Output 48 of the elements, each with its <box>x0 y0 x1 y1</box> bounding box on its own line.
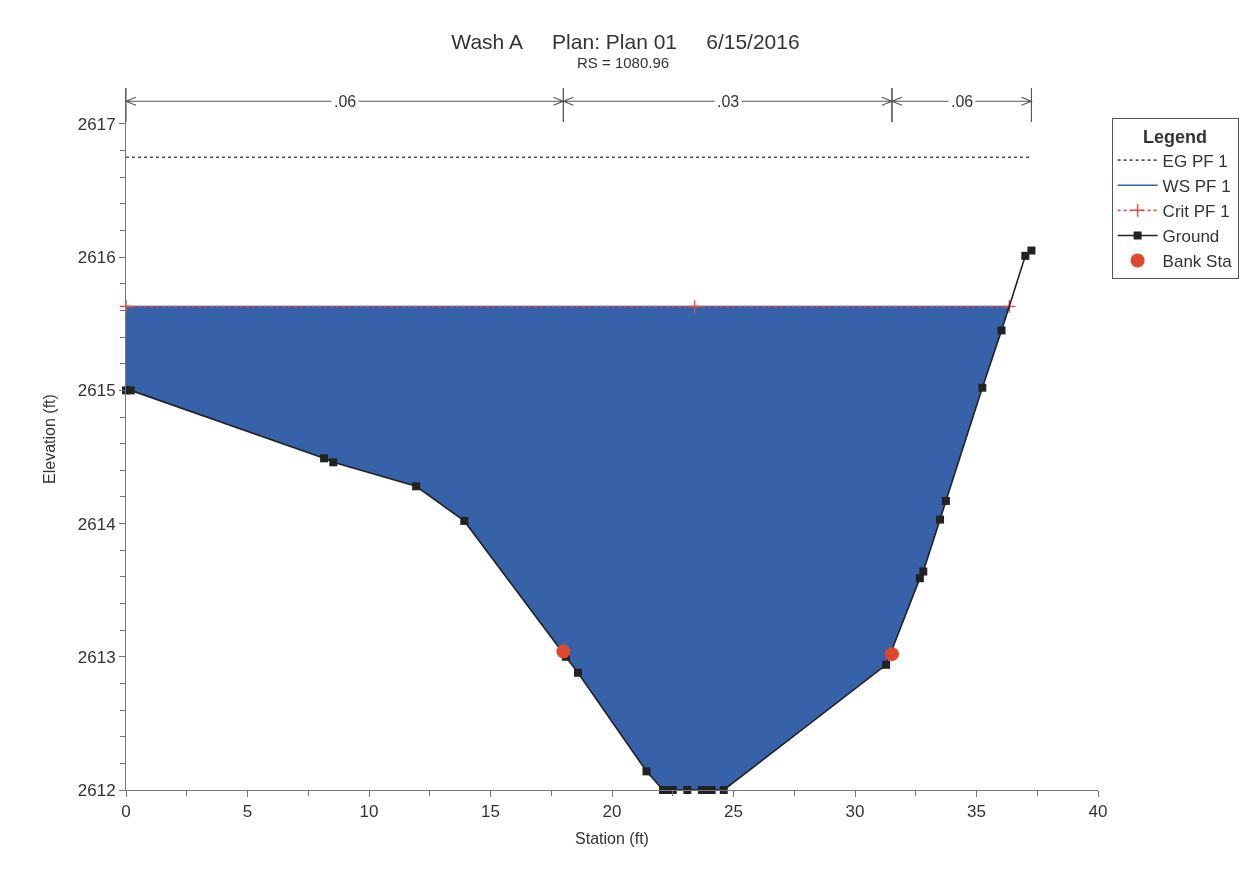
x-axis-title: Station (ft) <box>575 830 649 848</box>
point <box>126 386 135 395</box>
y-tick-label: 2614 <box>77 514 116 534</box>
y-tick-label: 2616 <box>77 248 116 268</box>
y-tick-label: 2612 <box>77 780 116 800</box>
x-tick-label: 35 <box>967 802 986 822</box>
point <box>320 454 329 463</box>
point <box>642 767 651 776</box>
legend-label: Crit PF 1 <box>1162 201 1230 221</box>
legend-label: Ground <box>1162 227 1220 247</box>
x-tick-label: 20 <box>602 802 622 822</box>
x-tick-label: 0 <box>121 802 131 822</box>
point <box>884 647 899 662</box>
chart-title: Wash A Plan: Plan 01 6/15/2016 <box>451 30 800 54</box>
y-tick-label: 2615 <box>77 381 116 401</box>
y-tick-label: 2617 <box>77 114 116 134</box>
point <box>687 299 702 314</box>
point <box>882 660 891 669</box>
point <box>460 516 469 525</box>
point <box>412 482 421 491</box>
point <box>1021 251 1030 260</box>
x-tick-label: 10 <box>359 802 379 822</box>
point <box>556 644 571 659</box>
point <box>919 567 928 576</box>
point <box>1027 246 1036 255</box>
y-tick-label: 2613 <box>77 647 116 667</box>
point <box>978 383 987 392</box>
point <box>936 515 945 524</box>
legend-label: WS PF 1 <box>1162 176 1231 196</box>
annotation: .06 <box>334 93 357 110</box>
annotation: .03 <box>717 93 740 110</box>
point <box>997 326 1006 335</box>
x-tick-label: 15 <box>481 802 500 822</box>
point <box>941 496 950 505</box>
chart-subtitle: RS = 1080.96 <box>577 54 670 71</box>
x-tick-label: 30 <box>845 802 865 822</box>
legend-label: EG PF 1 <box>1162 151 1228 171</box>
y-axis-title: Elevation (ft) <box>40 394 58 484</box>
point <box>1002 299 1017 314</box>
point <box>573 668 582 677</box>
point <box>118 299 134 314</box>
x-tick-label: 5 <box>242 802 253 822</box>
x-tick-label: 40 <box>1088 802 1108 822</box>
x-tick-label: 25 <box>724 802 743 822</box>
legend-title: Legend <box>1143 126 1208 147</box>
point <box>329 458 338 467</box>
legend-label: Bank Sta <box>1162 252 1233 272</box>
annotation: .06 <box>951 93 974 110</box>
